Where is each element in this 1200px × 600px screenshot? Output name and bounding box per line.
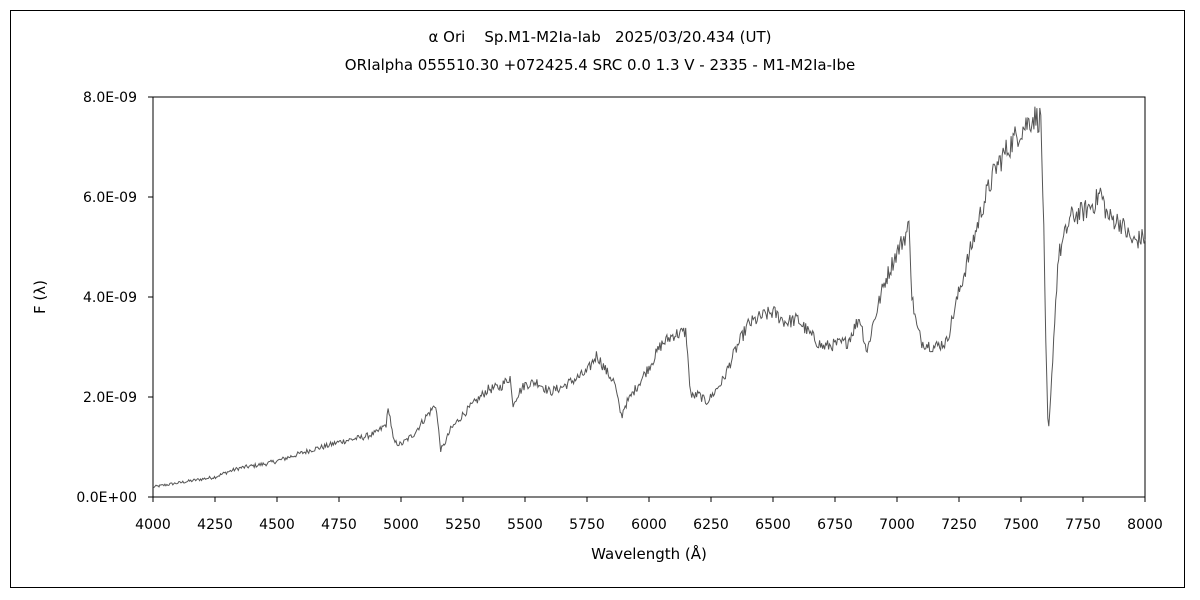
x-tick-label: 4500 xyxy=(259,517,295,533)
y-tick-label: 6.0E-09 xyxy=(83,190,137,206)
x-tick-label: 6750 xyxy=(817,517,853,533)
x-tick-label: 8000 xyxy=(1127,517,1163,533)
chart-frame xyxy=(10,10,1185,588)
y-tick-label: 4.0E-09 xyxy=(83,290,137,306)
spectrum-line xyxy=(152,106,1146,489)
y-tick-label: 8.0E-09 xyxy=(83,90,137,106)
x-tick-label: 5750 xyxy=(569,517,605,533)
x-axis-label: Wavelength (Å) xyxy=(591,544,707,563)
x-tick-label: 4250 xyxy=(197,517,233,533)
x-tick-label: 5500 xyxy=(507,517,543,533)
x-tick-label: 4000 xyxy=(135,517,171,533)
x-tick-label: 6500 xyxy=(755,517,791,533)
x-tick-label: 7250 xyxy=(941,517,977,533)
plot-area xyxy=(152,96,1146,498)
x-tick-label: 5000 xyxy=(383,517,419,533)
x-tick-label: 6250 xyxy=(693,517,729,533)
y-tick-label: 2.0E-09 xyxy=(83,390,137,406)
x-tick-label: 6000 xyxy=(631,517,667,533)
y-tick-label: 0.0E+00 xyxy=(76,490,137,506)
x-tick-label: 7000 xyxy=(879,517,915,533)
x-tick-label: 5250 xyxy=(445,517,481,533)
chart-subtitle: ORIalpha 055510.30 +072425.4 SRC 0.0 1.3… xyxy=(344,56,856,74)
chart-title: α Ori Sp.M1-M2Ia-Iab 2025/03/20.434 (UT) xyxy=(428,28,772,46)
x-tick-label: 7750 xyxy=(1065,517,1101,533)
y-axis-label: F (λ) xyxy=(31,280,49,314)
x-tick-label: 4750 xyxy=(321,517,357,533)
x-tick-label: 7500 xyxy=(1003,517,1039,533)
